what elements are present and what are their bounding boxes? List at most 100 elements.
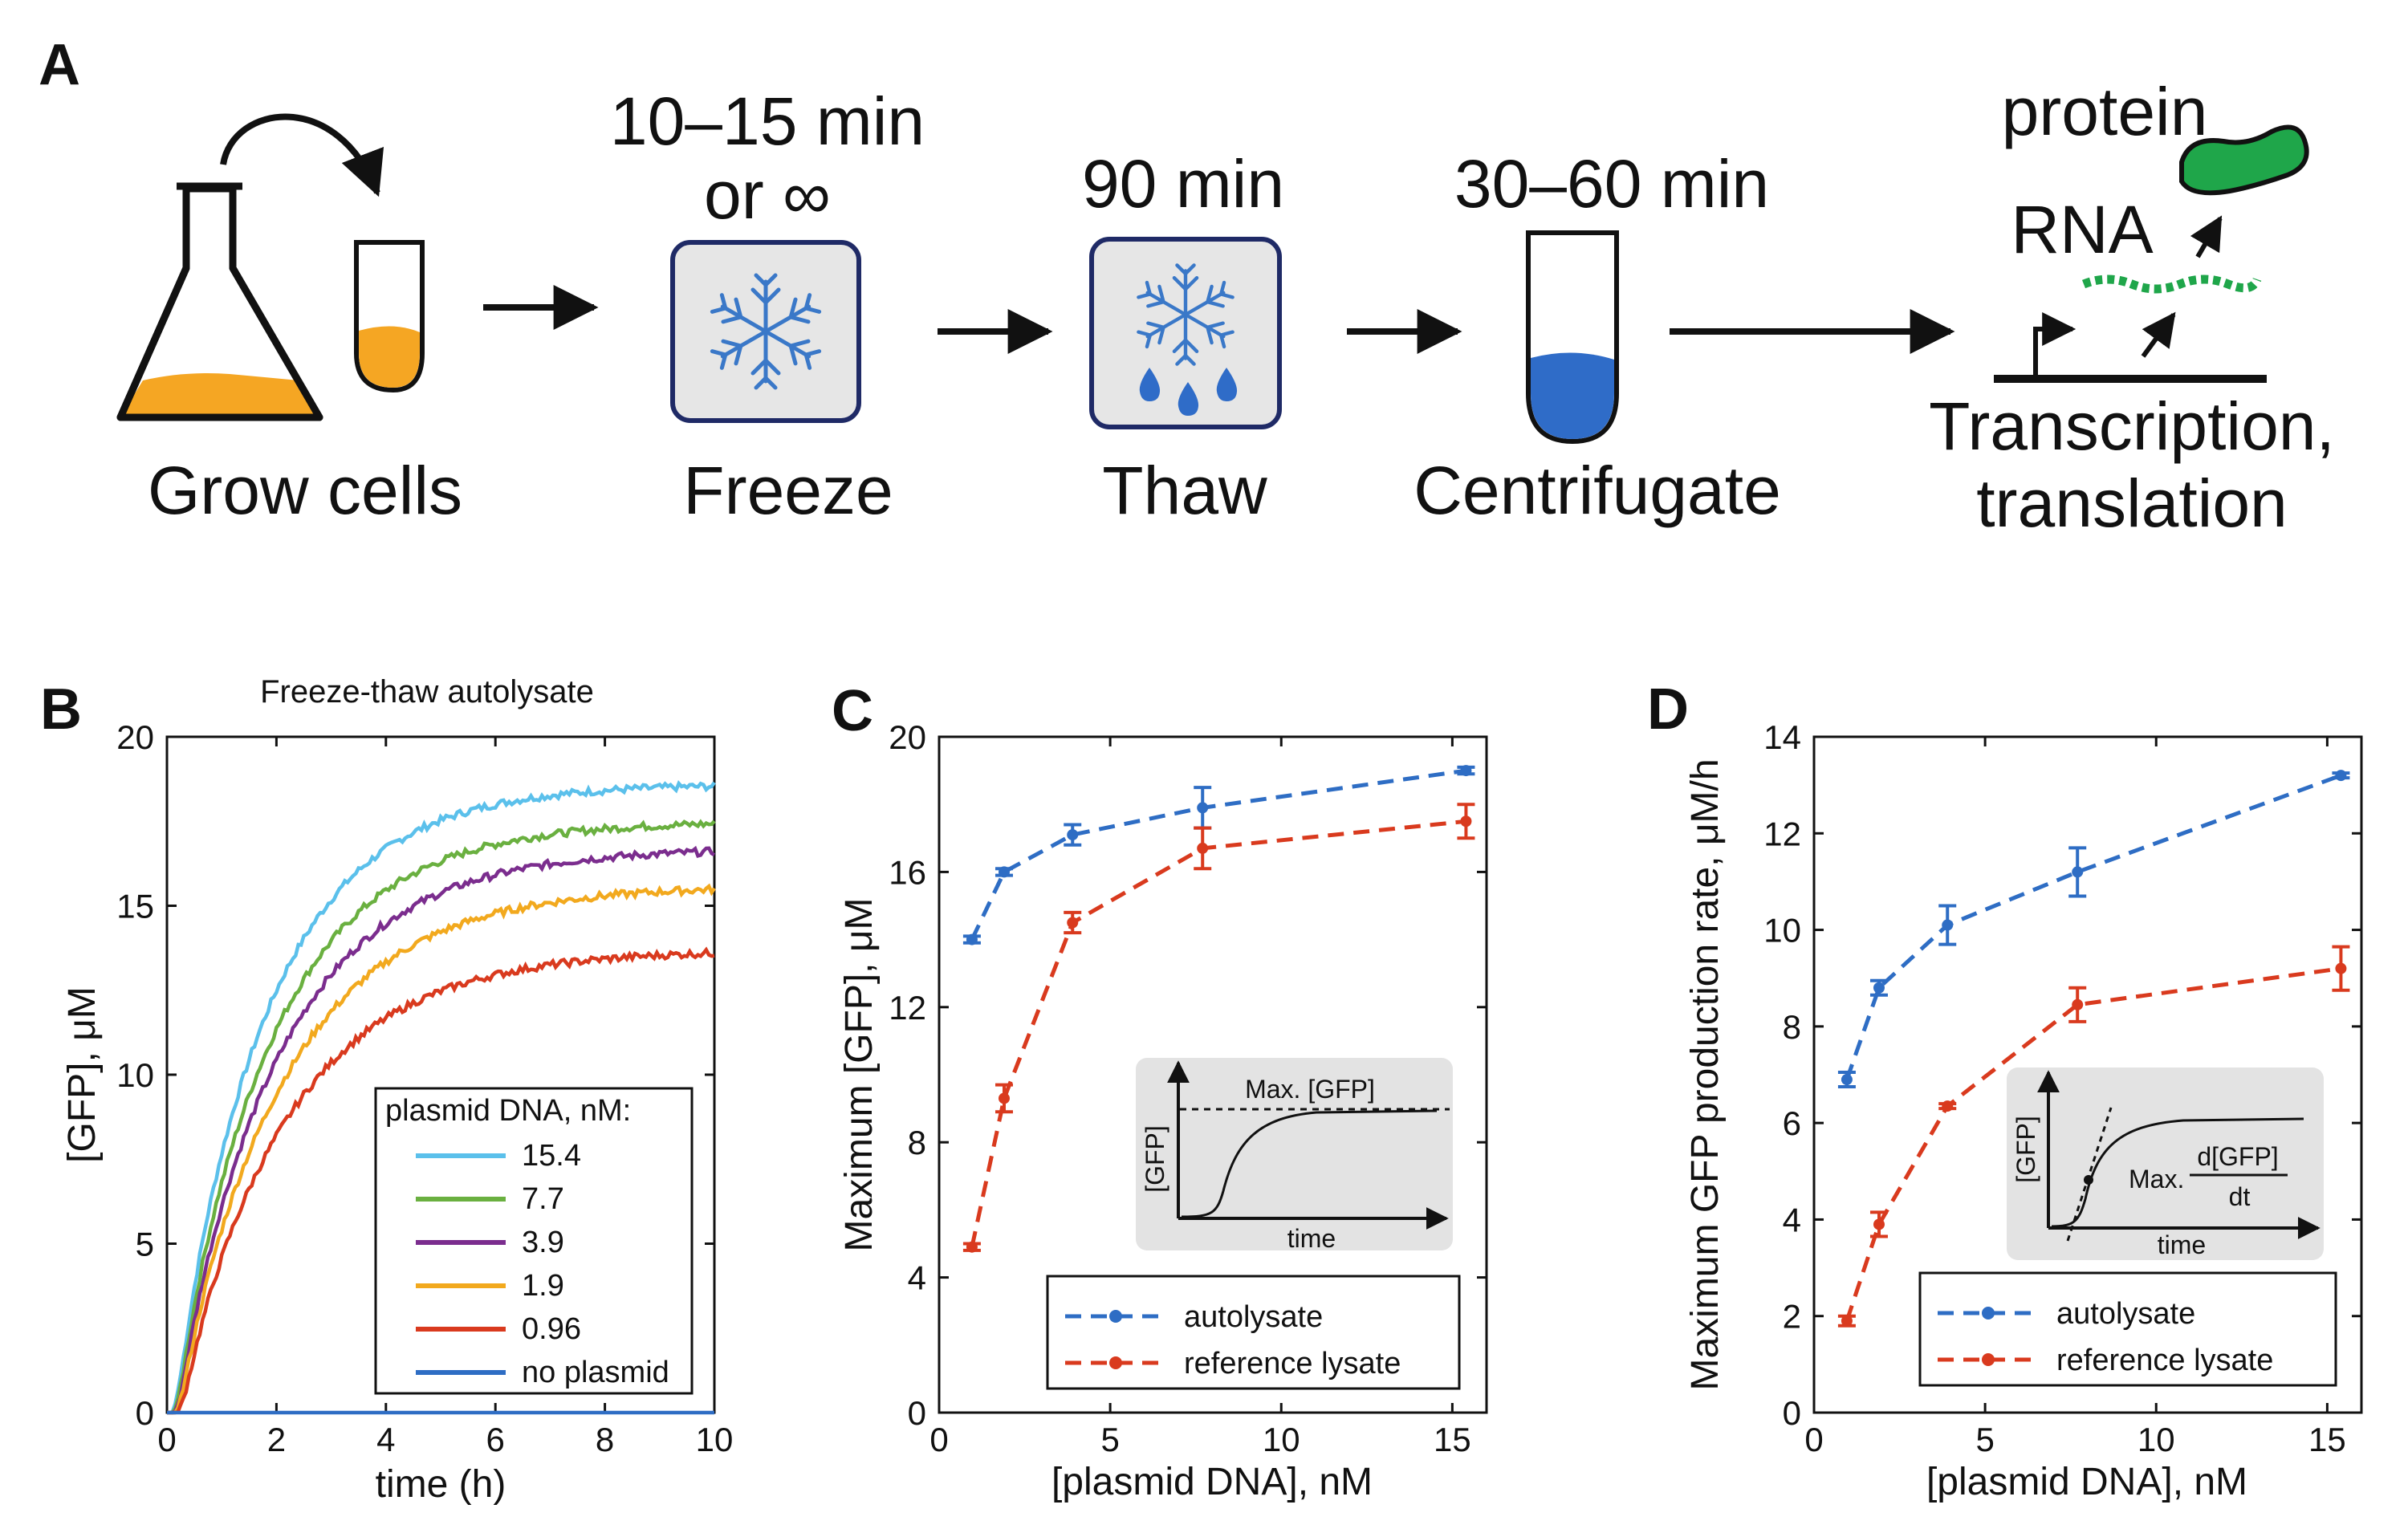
- y-tick-label: 20: [889, 718, 926, 756]
- x-tick-label: 15: [2308, 1421, 2346, 1458]
- promoter-arrow-icon: [2033, 312, 2076, 379]
- x-tick-label: 0: [929, 1421, 948, 1458]
- x-tick-label: 10: [2138, 1421, 2175, 1458]
- y-tick-label: 10: [116, 1056, 154, 1094]
- data-point: [966, 1241, 978, 1253]
- legend-label: reference lysate: [2056, 1344, 2273, 1377]
- x-tick-label: 5: [1975, 1421, 1994, 1458]
- y-tick-label: 20: [116, 718, 154, 756]
- grow-cells-label: Grow cells: [148, 453, 462, 528]
- y-tick-label: 4: [908, 1259, 926, 1297]
- centrifugate-label: Centrifugate: [1413, 453, 1781, 528]
- thaw-time-label: 90 min: [1082, 146, 1284, 222]
- panel-c-legend: autolysate reference lysate: [1046, 1275, 1461, 1390]
- centrifuge-time-label: 30–60 min: [1454, 146, 1769, 222]
- x-tick-label: 10: [696, 1421, 734, 1458]
- y-tick-label: 0: [908, 1394, 926, 1432]
- data-point: [1942, 919, 1954, 931]
- series-line-autolysate: [1845, 773, 2342, 1080]
- panel-c-xlabel: [plasmid DNA], nM: [1051, 1461, 1373, 1503]
- gene-expression-icon: [1994, 124, 2309, 383]
- panel-b-ylabel: [GFP], μM: [61, 986, 104, 1163]
- x-tick-label: 0: [1804, 1421, 1823, 1458]
- panel-c-series: [962, 765, 1475, 1253]
- legend-label: no plasmid: [522, 1356, 669, 1389]
- y-tick-label: 0: [1783, 1394, 1801, 1432]
- droplet-icon: [1139, 368, 1161, 401]
- legend-label: 15.4: [522, 1139, 581, 1173]
- panel-c-plot-area: [938, 735, 1488, 1414]
- y-tick-label: 8: [908, 1124, 926, 1161]
- series-line-autolysate: [970, 768, 1466, 941]
- x-tick-label: 6: [486, 1421, 505, 1458]
- y-tick-label: 8: [1783, 1008, 1801, 1046]
- data-point: [1197, 842, 1209, 854]
- legend-label: autolysate: [1184, 1300, 1323, 1334]
- legend-label: 0.96: [522, 1312, 581, 1346]
- series-line-7.7: [167, 819, 716, 1415]
- data-point: [1067, 917, 1079, 929]
- legend-label: 1.9: [522, 1269, 564, 1303]
- inset-ylabel: [GFP]: [2011, 1116, 2040, 1183]
- protein-label: protein: [2002, 74, 2208, 149]
- series-line-0.96: [167, 946, 715, 1415]
- y-tick-label: 0: [136, 1394, 154, 1432]
- panel-d-xlabel: [plasmid DNA], nM: [1926, 1461, 2247, 1503]
- transfer-arrow-icon: [220, 113, 384, 197]
- data-point: [2072, 998, 2084, 1010]
- data-point: [998, 866, 1010, 878]
- data-point: [2335, 770, 2347, 782]
- x-tick-label: 4: [376, 1421, 395, 1458]
- inset-xlabel: time: [2158, 1230, 2206, 1259]
- legend-marker: [1982, 1353, 1995, 1366]
- legend-title: plasmid DNA, nM:: [385, 1094, 631, 1128]
- inset-xlabel: time: [1287, 1224, 1336, 1253]
- data-point: [1873, 1218, 1885, 1230]
- y-tick-label: 4: [1783, 1201, 1801, 1238]
- panel-label-c: C: [832, 679, 873, 743]
- x-tick-label: 10: [1263, 1421, 1300, 1458]
- legend-marker: [1109, 1356, 1122, 1369]
- x-tick-label: 2: [267, 1421, 286, 1458]
- legend-marker: [1109, 1310, 1122, 1323]
- legend-label: autolysate: [2056, 1297, 2195, 1331]
- y-tick-label: 12: [889, 989, 926, 1027]
- data-point: [998, 1092, 1010, 1104]
- y-tick-label: 10: [1763, 912, 1801, 949]
- legend-label: 7.7: [522, 1182, 564, 1216]
- y-tick-label: 2: [1783, 1298, 1801, 1336]
- x-tick-label: 15: [1434, 1421, 1471, 1458]
- panel-d-series: [1837, 770, 2350, 1328]
- data-point: [2072, 866, 2084, 878]
- inset-fraction-denominator: dt: [2229, 1182, 2251, 1211]
- panel-c-inset: Max. [GFP] time [GFP]: [1136, 1058, 1453, 1253]
- panel-b-series: [167, 780, 716, 1415]
- panel-b-legend: plasmid DNA, nM: 15.4 7.7 3.9 1.9 0.96 no pla…: [374, 1087, 694, 1395]
- y-tick-label: 6: [1783, 1104, 1801, 1142]
- y-tick-label: 16: [889, 853, 926, 891]
- freeze-time-label: 10–15 min: [610, 83, 925, 159]
- arrow-icon: [2190, 215, 2223, 258]
- x-tick-label: 0: [157, 1421, 176, 1458]
- panel-label-b: B: [40, 677, 82, 742]
- data-point: [1841, 1315, 1853, 1327]
- freezer-icon: [670, 240, 861, 423]
- freeze-label: Freeze: [683, 453, 893, 528]
- data-point: [1067, 829, 1079, 841]
- panel-label-a: A: [39, 33, 80, 97]
- data-point: [1942, 1100, 1954, 1112]
- data-point: [1873, 982, 1885, 994]
- rna-icon: [2081, 274, 2262, 294]
- series-line-3.9: [167, 845, 716, 1415]
- panel-b-xlabel: time (h): [376, 1463, 506, 1506]
- panel-d-plot-area: [1812, 735, 2363, 1414]
- x-tick-label: 5: [1100, 1421, 1119, 1458]
- y-tick-label: 12: [1763, 815, 1801, 852]
- panel-label-d: D: [1647, 677, 1689, 742]
- panel-d-inset: Max. d[GFP] dt time [GFP]: [2007, 1067, 2324, 1260]
- culture-tube-icon: [354, 240, 425, 393]
- legend-label: reference lysate: [1184, 1347, 1401, 1381]
- inset-ylabel: [GFP]: [1141, 1125, 1169, 1193]
- legend-label: 3.9: [522, 1226, 564, 1259]
